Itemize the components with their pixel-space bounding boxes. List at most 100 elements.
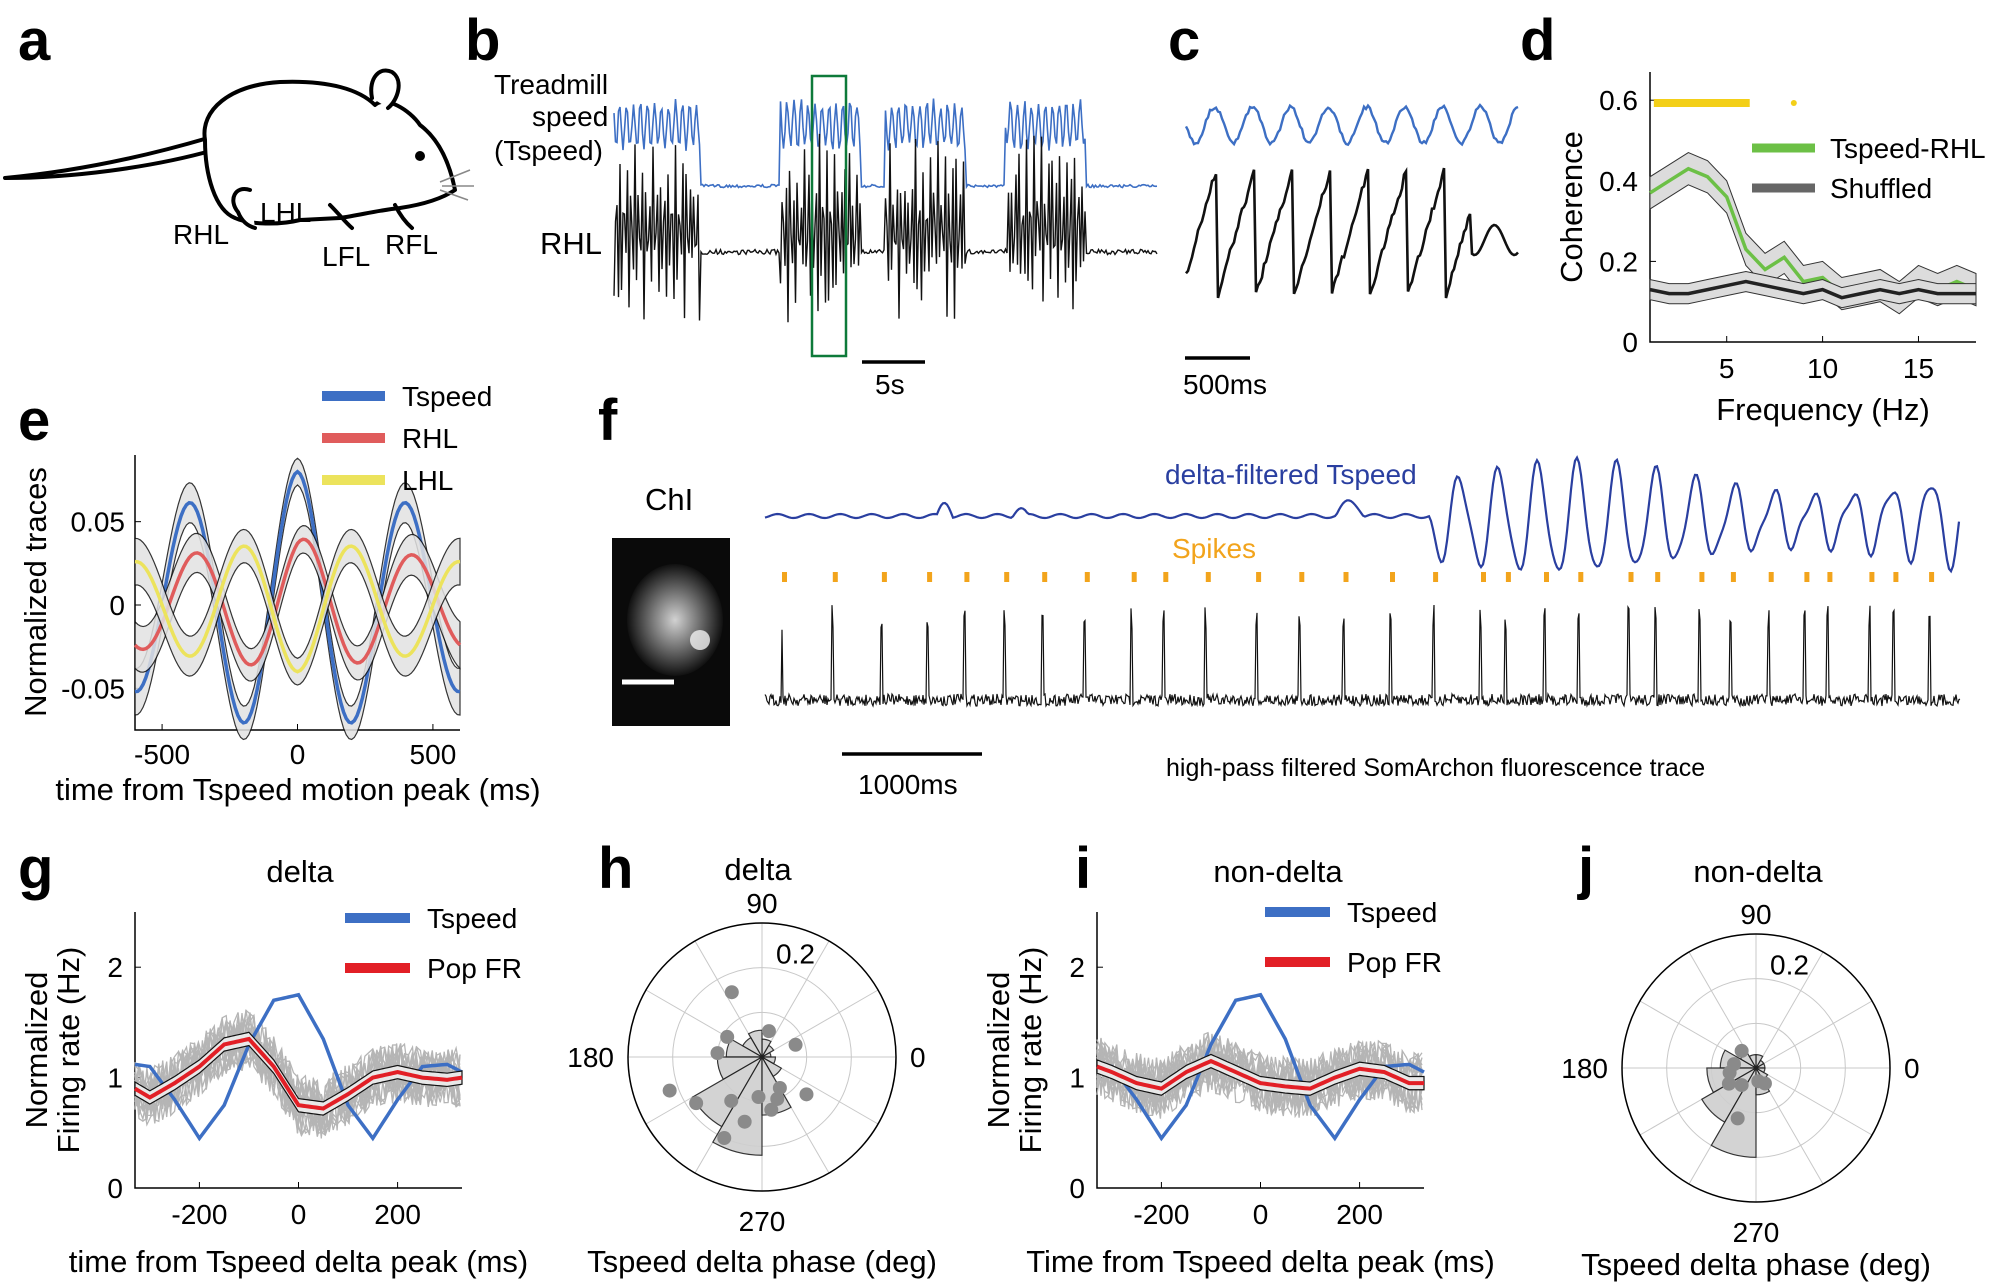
h-data-point <box>724 1093 739 1108</box>
panel-label-d: d <box>1520 8 1555 73</box>
d-ytick-label: 0.4 <box>1599 166 1638 197</box>
j-grid-spoke <box>1755 1000 1873 1069</box>
d-xtick-label: 15 <box>1903 353 1934 384</box>
delta-tspeed-label: delta-filtered Tspeed <box>1165 459 1417 490</box>
i-xtick-label: 0 <box>1253 1199 1269 1230</box>
g-ytick-label: 0 <box>107 1173 123 1204</box>
scalebar-b-label: 5s <box>875 369 905 400</box>
limb-label-rhl: RHL <box>173 219 229 250</box>
spike-tick <box>1929 572 1935 582</box>
limb-label-rfl: RFL <box>385 229 438 260</box>
h-title: delta <box>724 852 792 887</box>
d-significance-dot <box>1790 100 1797 106</box>
h-data-point <box>724 985 739 1000</box>
trace-label-treadmill: Treadmill <box>494 69 608 100</box>
i-xtick-label: -200 <box>1133 1199 1189 1230</box>
trace-label-rhl: RHL <box>540 226 602 261</box>
spike-tick <box>927 572 933 582</box>
g-title: delta <box>266 854 334 889</box>
h-data-point <box>751 1090 766 1105</box>
i-ylabel-2: Firing rate (Hz) <box>1013 947 1048 1154</box>
e-legend-label-2: RHL <box>402 423 458 454</box>
non-delta-firing-rate-chart: -200 0 200 0 1 2 non-delta Time from Tspeed del… <box>981 854 1495 1279</box>
cell-bright-spot <box>690 630 710 650</box>
h-data-point <box>710 1046 725 1061</box>
i-title: non-delta <box>1213 854 1343 889</box>
g-legend-label-1: Tspeed <box>427 903 517 934</box>
tspeed-zoom-trace <box>1184 103 1519 147</box>
d-xtick-label: 5 <box>1719 353 1735 384</box>
fluor-trace-label: high-pass filtered SomArchon fluorescenc… <box>1166 754 1705 782</box>
trace-label-speed: speed <box>532 101 608 132</box>
d-legend-label-1: Tspeed-RHL <box>1830 133 1986 164</box>
spikes-label: Spikes <box>1172 533 1256 564</box>
panel-label-j: j <box>1577 836 1594 901</box>
j-grid-spoke <box>1755 951 1824 1069</box>
i-series-tspeed <box>1096 992 1425 1142</box>
g-xtick-label: 200 <box>374 1199 421 1230</box>
limb-label-lhl: LHL <box>260 197 311 228</box>
zoom-window <box>810 74 848 358</box>
spike-tick <box>1205 572 1211 582</box>
h-data-point <box>761 1024 776 1039</box>
h-data-point <box>737 1114 752 1129</box>
spike-tick <box>1131 572 1137 582</box>
g-xlabel: time from Tspeed delta peak (ms) <box>69 1244 528 1279</box>
panel-label-g: g <box>18 836 53 901</box>
j-data-point <box>1734 1078 1749 1093</box>
h-data-point <box>717 1130 732 1145</box>
g-ylabel-2: Firing rate (Hz) <box>51 947 86 1154</box>
e-ytick-label: -0.05 <box>61 673 125 704</box>
spike-tick <box>832 572 838 582</box>
e-ytick-label: 0 <box>109 590 125 621</box>
spike-tick <box>881 572 887 582</box>
d-ytick-label: 0 <box>1622 327 1638 358</box>
spike-tick <box>1433 572 1439 582</box>
i-ytick-label: 2 <box>1069 952 1085 983</box>
d-ylabel: Coherence <box>1554 131 1589 283</box>
spike-tick <box>1256 572 1262 582</box>
i-legend-label-2: Pop FR <box>1347 947 1442 978</box>
spike-tick <box>1481 572 1486 582</box>
e-series-tspeed <box>134 469 461 725</box>
h-grid-spoke <box>761 940 830 1058</box>
j-angle-0: 0 <box>1904 1053 1920 1084</box>
h-radial-label: 0.2 <box>776 939 815 970</box>
e-legend-label-3: LHL <box>402 465 453 496</box>
i-single-cell-trace <box>1096 1036 1423 1119</box>
e-legend-label-1: Tspeed <box>402 381 492 412</box>
spike-tick <box>1544 572 1549 582</box>
panel-label-e: e <box>18 388 50 453</box>
spike-tick <box>1163 572 1169 582</box>
g-ytick-label: 2 <box>107 952 123 983</box>
spike-tick <box>1699 572 1705 582</box>
spike-tick <box>1042 572 1048 582</box>
image-label: ChI <box>645 482 693 517</box>
spike-tick <box>1869 572 1875 582</box>
spike-tick <box>1768 572 1774 582</box>
e-xtick-label: 500 <box>410 739 457 770</box>
delta-polar-chart: 90 180 0 270 0.2 delta Tspeed delta phase (deg… <box>567 852 937 1279</box>
g-xtick-label: -200 <box>171 1199 227 1230</box>
e-xtick-label: 0 <box>290 739 306 770</box>
e-ylabel: Normalized traces <box>18 467 53 717</box>
e-xtick-label: -500 <box>134 739 190 770</box>
mouse-illustration <box>3 68 474 230</box>
panel-label-h: h <box>598 836 633 901</box>
h-outer-ring <box>627 922 897 1192</box>
h-data-point <box>799 1087 814 1102</box>
i-ytick-label: 1 <box>1069 1063 1085 1094</box>
spike-tick <box>964 572 970 582</box>
panel-label-f: f <box>598 388 618 453</box>
panel-label-i: i <box>1075 836 1091 901</box>
spike-tick <box>1505 572 1511 582</box>
spike-tick <box>1578 572 1584 582</box>
h-data-point <box>662 1083 677 1098</box>
h-data-point <box>764 1102 779 1117</box>
spike-raster <box>782 572 1935 582</box>
rhl-trace <box>613 133 1158 323</box>
spike-tick <box>782 572 787 582</box>
d-band-1 <box>1649 270 1977 309</box>
j-data-point <box>1721 1076 1736 1091</box>
